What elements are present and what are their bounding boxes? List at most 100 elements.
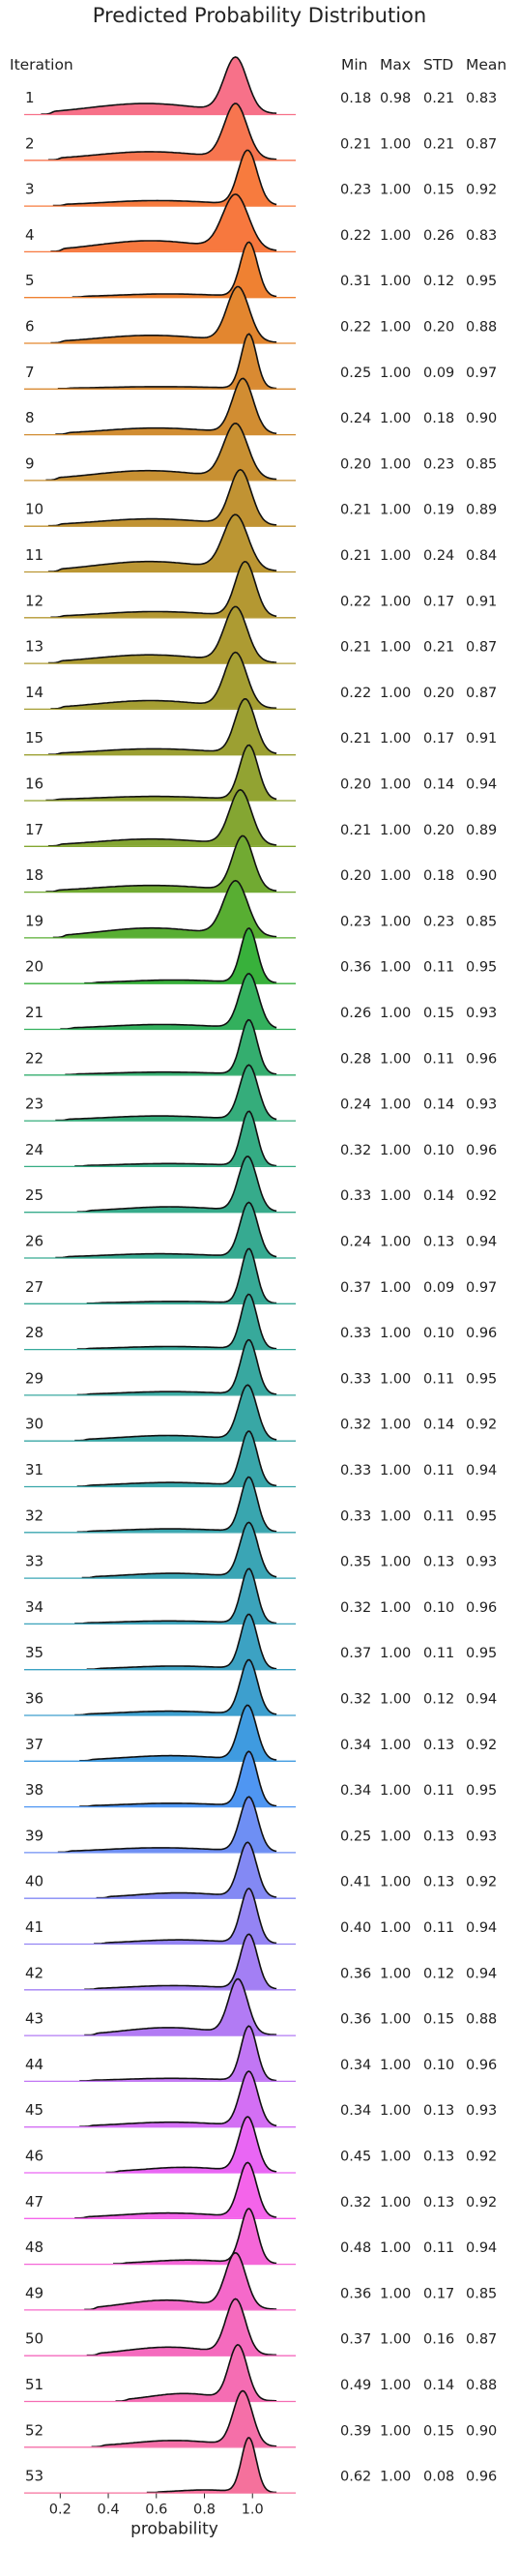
std-value: 0.15: [423, 1006, 454, 1021]
std-value: 0.14: [423, 1098, 454, 1113]
std-value: 0.18: [423, 868, 454, 884]
max-value: 1.00: [380, 1235, 411, 1250]
ridge-29: 29 0.33 1.00 0.11 0.95: [24, 1338, 497, 1396]
ridge-line-43: [84, 1977, 277, 2036]
ridge-area-46: [105, 2117, 277, 2173]
min-value: 0.20: [340, 456, 371, 472]
mean-value: 0.87: [466, 686, 497, 701]
iteration-label: 8: [25, 409, 35, 426]
mean-value: 0.94: [466, 1235, 497, 1250]
max-value: 1.00: [380, 503, 411, 518]
ridge-line-35: [86, 1613, 277, 1670]
ridge-area-4: [50, 193, 277, 251]
max-value: 1.00: [380, 228, 411, 244]
iteration-label: 26: [25, 1233, 43, 1250]
max-value: 1.00: [380, 960, 411, 976]
ridge-21: 21 0.26 1.00 0.15 0.93: [24, 973, 497, 1031]
x-axis-label: probability: [130, 2520, 218, 2539]
min-value: 0.31: [340, 274, 371, 289]
ridge-line-5: [72, 241, 277, 298]
min-value: 0.33: [340, 1326, 371, 1341]
min-value: 0.21: [340, 640, 371, 656]
ridge-area-22: [65, 1019, 277, 1075]
ridge-30: 30 0.32 1.00 0.14 0.92: [24, 1384, 497, 1442]
min-value: 0.36: [340, 2012, 371, 2028]
ridge-area-27: [86, 1248, 277, 1303]
std-value: 0.11: [423, 1463, 454, 1478]
ridge-line-32: [76, 1476, 277, 1534]
ridge-line-23: [55, 1064, 277, 1122]
header-max: Max: [380, 56, 412, 73]
ridge-4: 4 0.22 1.00 0.26 0.83: [24, 193, 497, 253]
mean-value: 0.93: [466, 1555, 497, 1570]
ridge-line-47: [74, 2161, 277, 2219]
ridge-46: 46 0.45 1.00 0.13 0.92: [24, 2116, 497, 2174]
ridge-line-6: [50, 285, 277, 344]
header-mean: Mean: [466, 56, 507, 73]
ridge-line-4: [50, 193, 277, 252]
ridge-line-19: [52, 879, 277, 939]
iteration-label: 31: [25, 1461, 43, 1478]
max-value: 0.98: [380, 91, 411, 106]
ridge-area-19: [52, 880, 277, 938]
iteration-label: 43: [25, 2010, 43, 2028]
iteration-label: 44: [25, 2056, 43, 2073]
min-value: 0.21: [340, 503, 371, 518]
ridge-13: 13 0.21 1.00 0.21 0.87: [24, 605, 497, 664]
ridge-line-53: [146, 2437, 277, 2494]
ridge-line-42: [84, 1933, 277, 1991]
ridge-area-9: [45, 423, 277, 481]
iteration-label: 50: [25, 2330, 43, 2348]
min-value: 0.39: [340, 2423, 371, 2439]
mean-value: 0.91: [466, 594, 497, 609]
ridge-area-11: [47, 514, 277, 571]
min-value: 0.25: [340, 1829, 371, 1844]
ridge-area-8: [55, 378, 277, 435]
mean-value: 0.94: [466, 1920, 497, 1936]
max-value: 1.00: [380, 1875, 411, 1890]
ridge-area-30: [74, 1385, 277, 1441]
max-value: 1.00: [380, 1738, 411, 1753]
std-value: 0.20: [423, 320, 454, 336]
iteration-label: 17: [25, 821, 43, 838]
iteration-label: 36: [25, 1690, 43, 1708]
max-value: 1.00: [380, 456, 411, 472]
ridge-area-32: [76, 1477, 277, 1533]
min-value: 0.34: [340, 1738, 371, 1753]
mean-value: 0.96: [466, 2470, 497, 2485]
ridge-area-52: [91, 2390, 277, 2447]
std-value: 0.12: [423, 1966, 454, 1981]
iteration-label: 6: [25, 318, 35, 336]
mean-value: 0.96: [466, 2058, 497, 2073]
std-value: 0.13: [423, 2195, 454, 2210]
max-value: 1.00: [380, 1829, 411, 1844]
ridge-area-53: [146, 2438, 277, 2493]
std-value: 0.20: [423, 823, 454, 838]
std-value: 0.20: [423, 686, 454, 701]
min-value: 0.32: [340, 2195, 371, 2210]
iteration-label: 3: [25, 181, 35, 198]
iteration-label: 46: [25, 2148, 43, 2165]
ridge-16: 16 0.20 1.00 0.14 0.94: [24, 744, 497, 802]
std-value: 0.09: [423, 1280, 454, 1296]
mean-value: 0.92: [466, 2150, 497, 2165]
std-value: 0.23: [423, 914, 454, 929]
std-value: 0.16: [423, 2332, 454, 2348]
ridge-area-35: [86, 1614, 277, 1670]
ridge-line-8: [55, 377, 277, 435]
ridge-8: 8 0.24 1.00 0.18 0.90: [24, 377, 497, 436]
mean-value: 0.93: [466, 1006, 497, 1021]
min-value: 0.48: [340, 2240, 371, 2256]
ridge-area-15: [47, 698, 277, 755]
ridge-area-48: [113, 2209, 277, 2265]
max-value: 1.00: [380, 1188, 411, 1204]
std-value: 0.14: [423, 777, 454, 793]
min-value: 0.32: [340, 1418, 371, 1433]
max-value: 1.00: [380, 1508, 411, 1524]
max-value: 1.00: [380, 2150, 411, 2165]
mean-value: 0.91: [466, 731, 497, 746]
std-value: 0.11: [423, 1051, 454, 1067]
ridge-14: 14 0.22 1.00 0.20 0.87: [24, 651, 497, 711]
ridge-17: 17 0.21 1.00 0.20 0.89: [24, 788, 497, 847]
mean-value: 0.94: [466, 1966, 497, 1981]
